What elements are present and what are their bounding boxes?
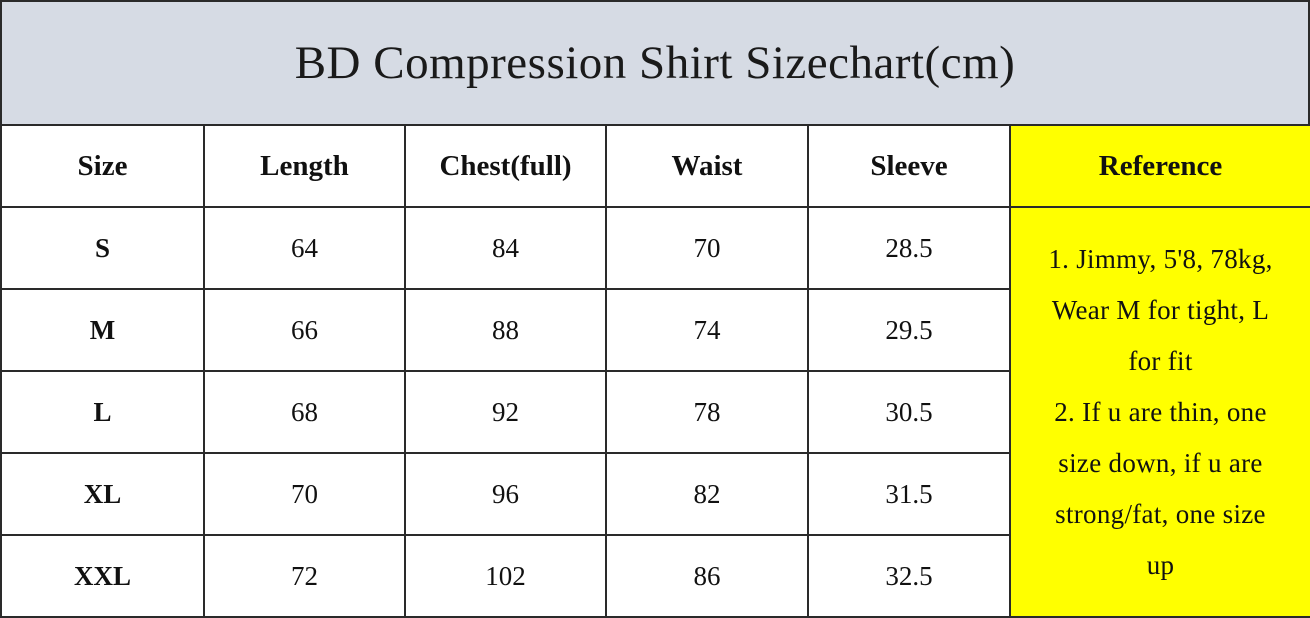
- length-cell: 68: [203, 370, 406, 454]
- header-sleeve: Sleeve: [807, 124, 1011, 208]
- chest-cell: 88: [404, 288, 607, 372]
- sleeve-cell: 32.5: [807, 534, 1011, 618]
- length-cell: 70: [203, 452, 406, 536]
- reference-line: 2. If u are thin, one: [1054, 396, 1267, 427]
- table-row: L 68 92 78 30.5: [0, 370, 1310, 454]
- sleeve-cell: 29.5: [807, 288, 1011, 372]
- header-chest: Chest(full): [404, 124, 607, 208]
- waist-cell: 74: [605, 288, 809, 372]
- size-cell: XL: [0, 452, 205, 536]
- waist-cell: 86: [605, 534, 809, 618]
- reference-line: for fit: [1128, 345, 1193, 376]
- reference-line: up: [1146, 549, 1175, 580]
- chest-cell: 102: [404, 534, 607, 618]
- header-waist: Waist: [605, 124, 809, 208]
- chest-cell: 84: [404, 206, 607, 290]
- table-row: S 64 84 70 28.5 1. Jimmy, 5'8, 78kg, Wea…: [0, 206, 1310, 618]
- reference-line: 1. Jimmy, 5'8, 78kg,: [1048, 243, 1273, 274]
- header-length: Length: [203, 124, 406, 208]
- reference-notes: 1. Jimmy, 5'8, 78kg, Wear M for tight, L…: [1009, 206, 1310, 618]
- header-reference: Reference: [1009, 124, 1310, 208]
- table-row: M 66 88 74 29.5: [0, 288, 1310, 372]
- header-size: Size: [0, 124, 205, 208]
- size-cell: XXL: [0, 534, 205, 618]
- waist-cell: 70: [605, 206, 809, 290]
- length-cell: 72: [203, 534, 406, 618]
- size-cell: S: [0, 206, 205, 290]
- sleeve-cell: 30.5: [807, 370, 1011, 454]
- chest-cell: 92: [404, 370, 607, 454]
- size-cell: L: [0, 370, 205, 454]
- size-table: Size Length Chest(full) Waist Sleeve Ref…: [0, 124, 1310, 618]
- table-row: XXL 72 102 86 32.5: [0, 534, 1310, 618]
- length-cell: 66: [203, 288, 406, 372]
- chart-title: BD Compression Shirt Sizechart(cm): [0, 0, 1310, 124]
- size-cell: M: [0, 288, 205, 372]
- header-row: Size Length Chest(full) Waist Sleeve Ref…: [0, 124, 1310, 208]
- reference-line: Wear M for tight, L: [1051, 294, 1270, 325]
- table-row: XL 70 96 82 31.5: [0, 452, 1310, 536]
- chest-cell: 96: [404, 452, 607, 536]
- sleeve-cell: 31.5: [807, 452, 1011, 536]
- sleeve-cell: 28.5: [807, 206, 1011, 290]
- waist-cell: 82: [605, 452, 809, 536]
- waist-cell: 78: [605, 370, 809, 454]
- length-cell: 64: [203, 206, 406, 290]
- reference-line: size down, if u are: [1058, 447, 1263, 478]
- reference-line: strong/fat, one size: [1055, 498, 1266, 529]
